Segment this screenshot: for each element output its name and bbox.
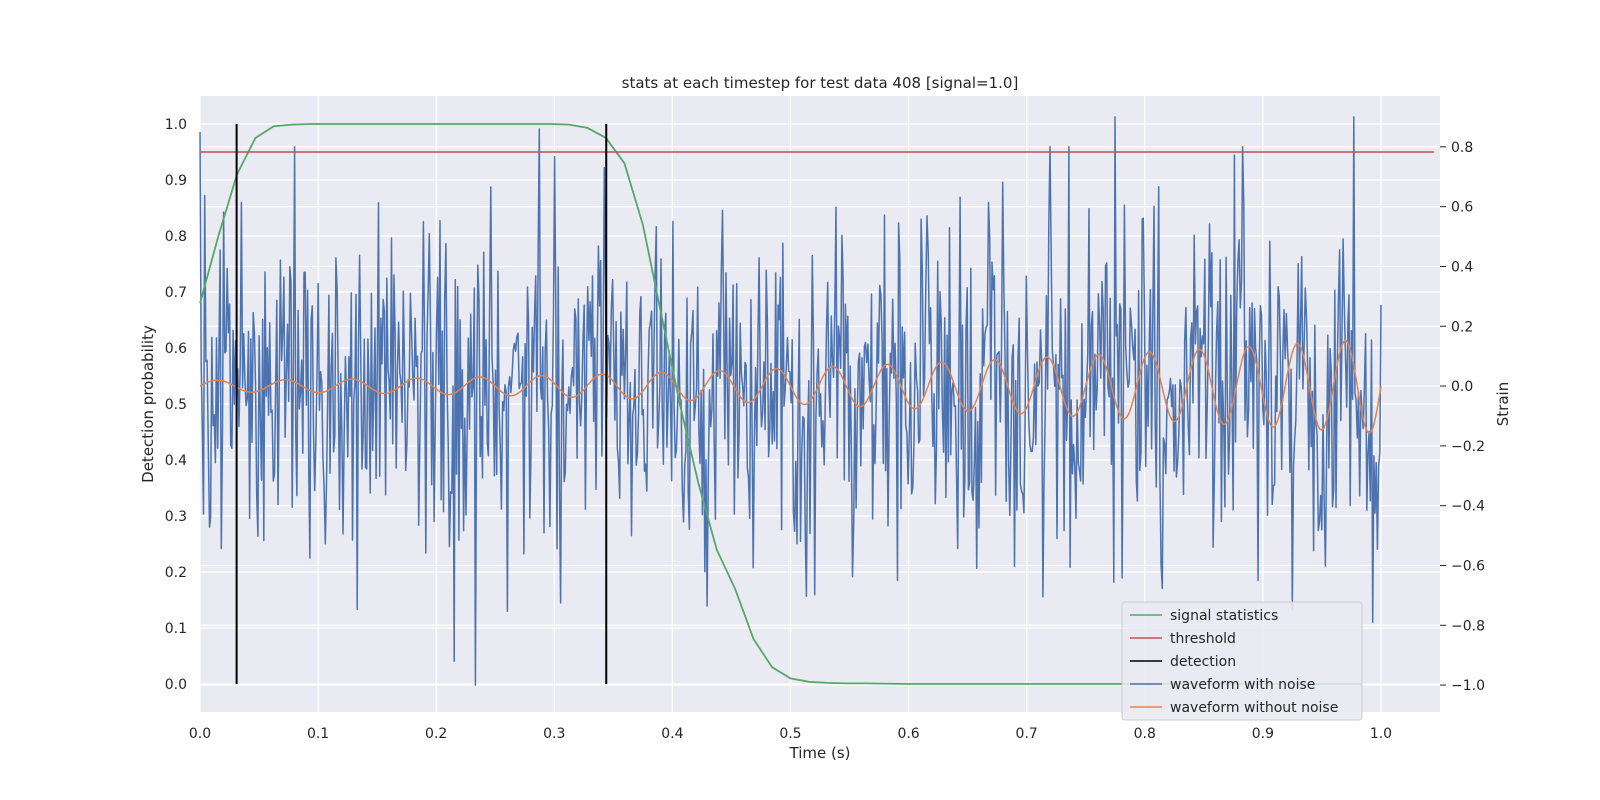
chart-title: stats at each timestep for test data 408… bbox=[622, 74, 1019, 92]
x-tick-label: 0.8 bbox=[1134, 726, 1156, 742]
x-axis-label: Time (s) bbox=[789, 744, 851, 762]
x-tick-label: 0.7 bbox=[1016, 726, 1038, 742]
x-tick-label: 0.4 bbox=[661, 726, 683, 742]
y-axis-ticks: 0.0 0.1 0.2 0.3 0.4 0.5 0.6 0.7 0.8 0.9 1.0 bbox=[165, 117, 187, 693]
legend-label-waveform-with-noise: waveform with noise bbox=[1170, 677, 1315, 693]
x-tick-label: 0.9 bbox=[1252, 726, 1274, 742]
y-tick-label: 0.3 bbox=[165, 509, 187, 525]
y2-axis-ticks: −1.0 −0.8 −0.6 −0.4 −0.2 0.0 0.2 0.4 0.6 0.8 bbox=[1440, 140, 1485, 694]
y2-tick-label: 0.8 bbox=[1451, 140, 1473, 156]
series-waveform-without-noise bbox=[199, 339, 1382, 435]
y-tick-label: 0.2 bbox=[165, 565, 187, 581]
x-tick-label: 0.1 bbox=[307, 726, 329, 742]
y-tick-label: 0.9 bbox=[165, 173, 187, 189]
legend-box bbox=[1121, 601, 1363, 721]
legend-label-signal-statistics: signal statistics bbox=[1170, 608, 1278, 624]
x-tick-label: 0.3 bbox=[543, 726, 565, 742]
legend-label-threshold: threshold bbox=[1170, 631, 1236, 647]
y2-tick-label: −0.2 bbox=[1451, 439, 1485, 455]
y2-tick-label: −1.0 bbox=[1451, 678, 1485, 694]
y-tick-label: 0.5 bbox=[165, 397, 187, 413]
legend-label-waveform-without-noise: waveform without noise bbox=[1170, 700, 1338, 716]
y-tick-label: 1.0 bbox=[165, 117, 187, 133]
series-layer bbox=[199, 116, 1435, 686]
x-tick-label: 0.5 bbox=[779, 726, 801, 742]
y2-tick-label: 0.0 bbox=[1451, 379, 1473, 395]
x-tick-label: 1.0 bbox=[1370, 726, 1392, 742]
x-tick-label: 0.6 bbox=[897, 726, 919, 742]
y2-tick-label: 0.6 bbox=[1451, 200, 1473, 216]
x-axis-ticks: 0.0 0.1 0.2 0.3 0.4 0.5 0.6 0.7 0.8 0.9 1.0 bbox=[189, 726, 1392, 742]
y2-tick-label: 0.2 bbox=[1451, 319, 1473, 335]
x-tick-label: 0.2 bbox=[425, 726, 447, 742]
y-tick-label: 0.8 bbox=[165, 229, 187, 245]
y2-axis-label: Strain bbox=[1494, 382, 1512, 426]
y-tick-label: 0.7 bbox=[165, 285, 187, 301]
y-tick-label: 0.0 bbox=[165, 677, 187, 693]
y-axis-label: Detection probability bbox=[139, 325, 157, 483]
y-tick-label: 0.6 bbox=[165, 341, 187, 357]
series-signal-statistics bbox=[199, 123, 1363, 685]
y2-tick-label: −0.8 bbox=[1451, 618, 1485, 634]
y2-tick-label: −0.4 bbox=[1451, 499, 1485, 515]
legend-label-detection: detection bbox=[1170, 654, 1236, 670]
y-tick-label: 0.4 bbox=[165, 453, 187, 469]
x-tick-label: 0.0 bbox=[189, 726, 211, 742]
y2-tick-label: 0.4 bbox=[1451, 259, 1473, 275]
y-tick-label: 0.1 bbox=[165, 621, 187, 637]
y2-tick-label: −0.6 bbox=[1451, 558, 1485, 574]
legend: signal statistics threshold detection wa… bbox=[1121, 601, 1363, 721]
